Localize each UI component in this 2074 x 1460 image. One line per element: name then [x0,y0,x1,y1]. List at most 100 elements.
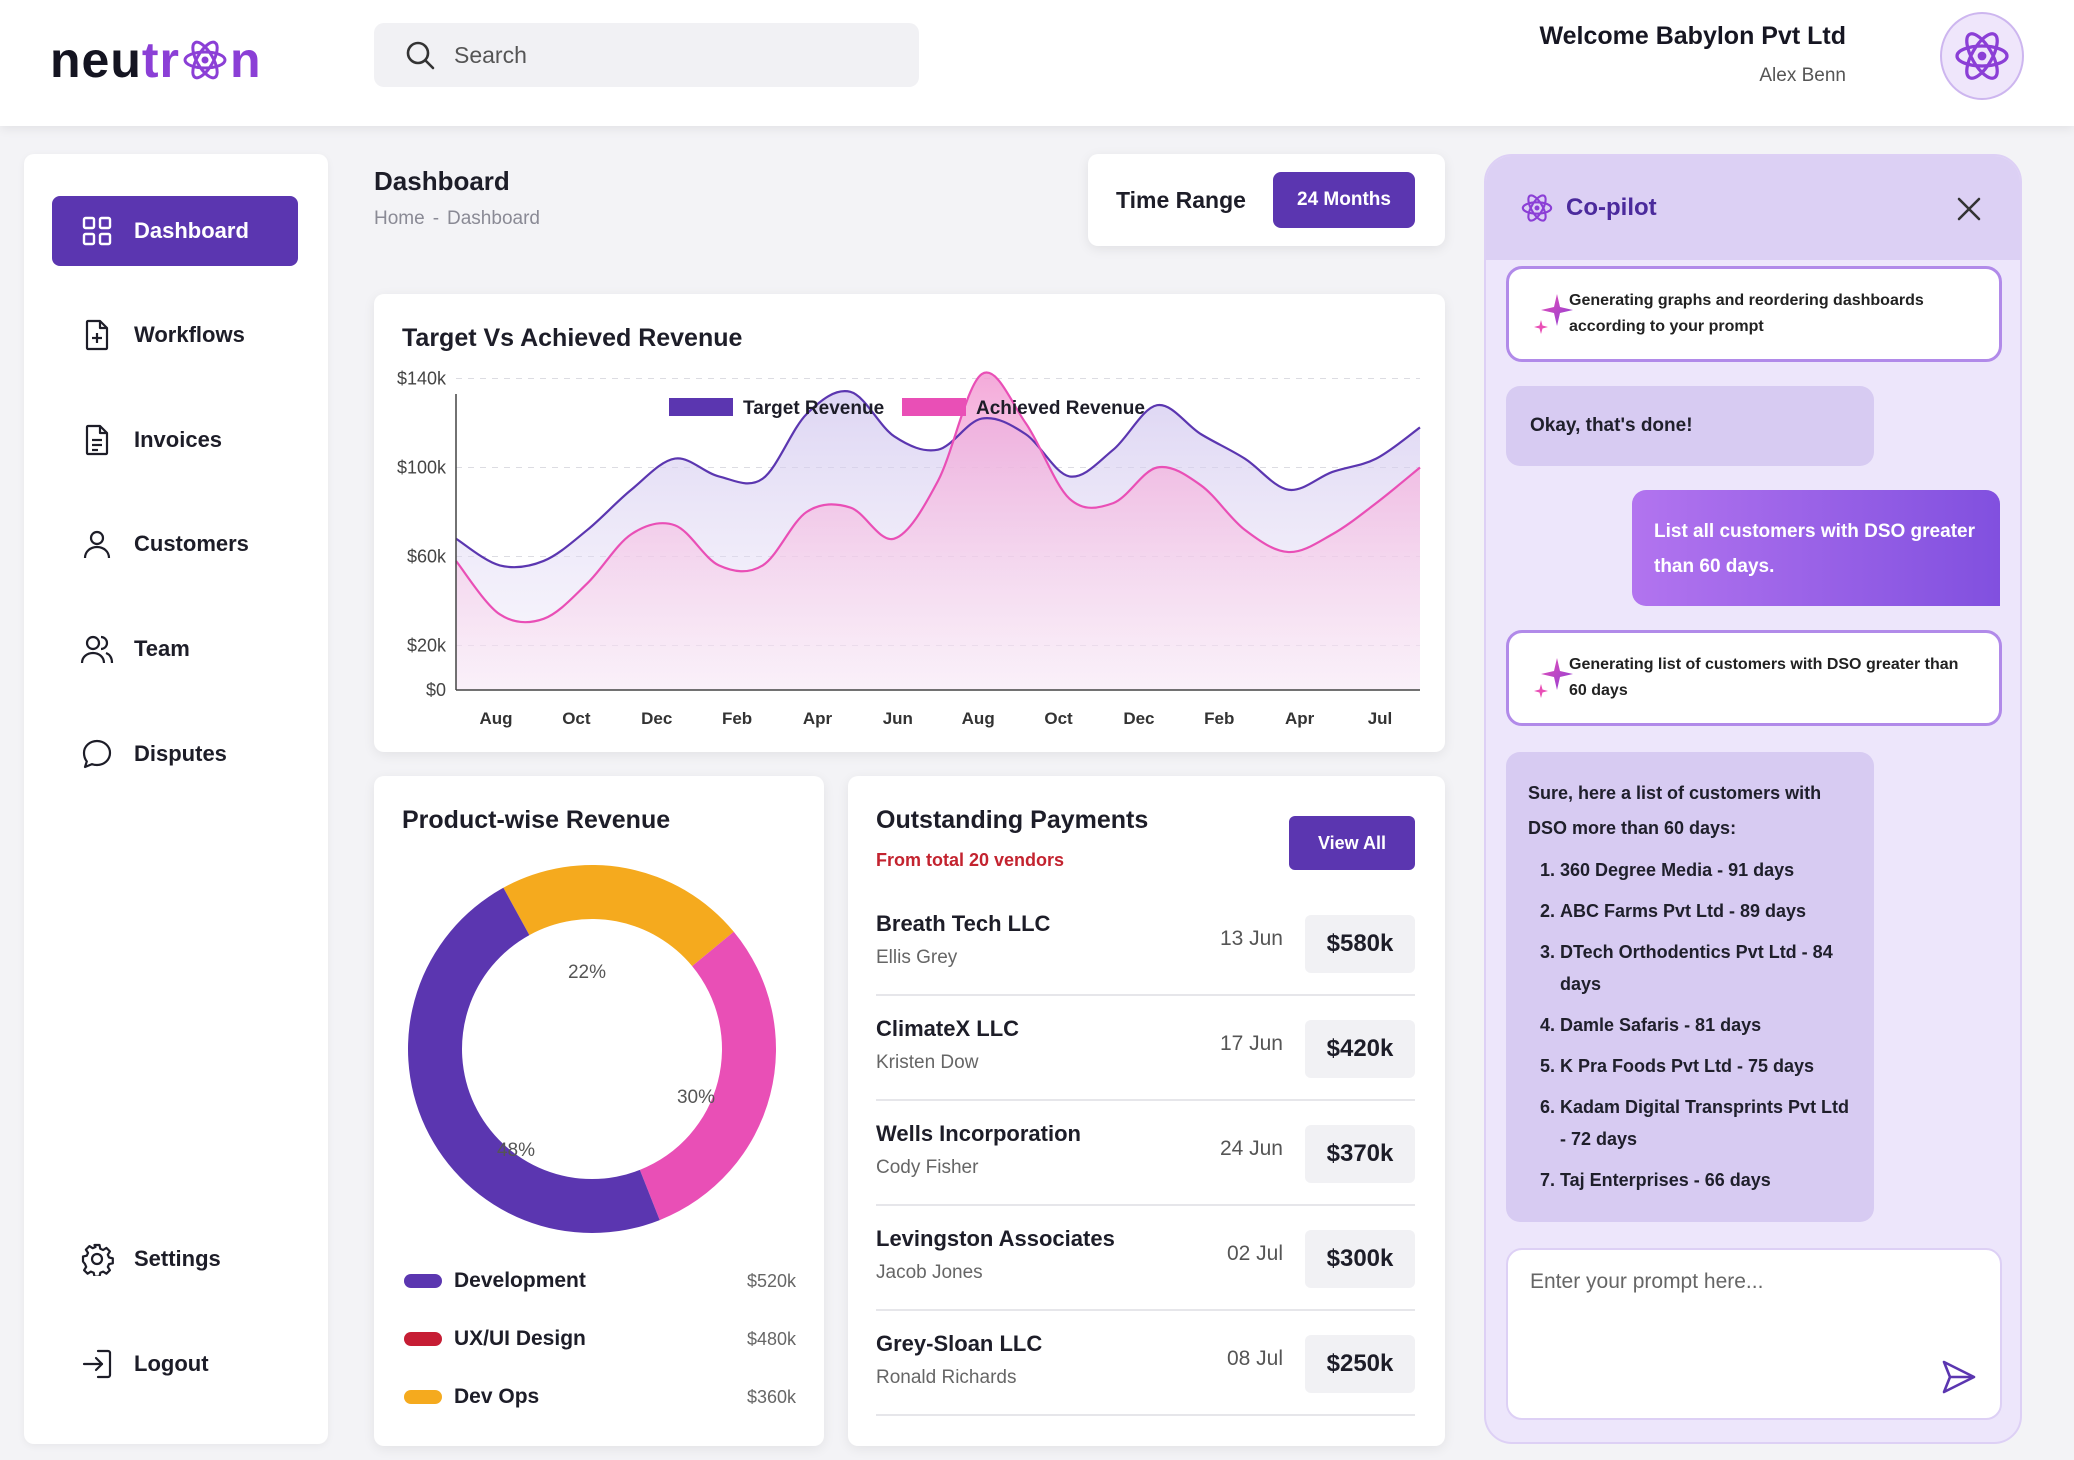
atom-icon [181,36,229,84]
table-row[interactable]: Breath Tech LLC Ellis Grey 13 Jun $580k [876,891,1415,996]
user-icon [83,530,111,559]
user-message-bubble: List all customers with DSO greater than… [1632,490,2000,606]
legend-swatch [404,1274,442,1288]
revenue-chart-card: Target Vs Achieved Revenue $0 $20k $60k $10… [374,294,1445,752]
list-item: Damle Safaris - 81 days [1560,1009,1852,1041]
neutron-logo[interactable]: neu tr n [50,28,262,92]
copilot-reply-bubble: Okay, that's done! [1506,386,1874,466]
generating-text: Generating list of customers with DSO gr… [1569,656,1959,699]
search-input[interactable] [454,41,894,69]
file-plus-icon [85,319,109,351]
x-tick-label: Jun [883,709,913,728]
due-date: 13 Jun [1219,927,1283,950]
copilot-panel: Co-pilot Generating graphs and reorderin… [1484,154,2022,1444]
copilot-header: Co-pilot [1486,156,2020,260]
sidebar-item-dashboard[interactable]: Dashboard [52,196,298,266]
amount-badge: $370k [1305,1125,1415,1183]
table-row[interactable]: Grey-Sloan LLC Ronald Richards 08 Jul $2… [876,1311,1415,1416]
logo-text-part-2: tr [141,32,181,88]
generating-status: Generating list of customers with DSO gr… [1506,630,2002,726]
legend-dev-ops: Dev Ops $360k [404,1382,796,1412]
welcome-text: Welcome Babylon Pvt Ltd [1539,22,1846,50]
y-tick-label: $20k [407,636,447,656]
x-tick-label: Feb [1204,709,1234,728]
sidebar-item-logout[interactable]: Logout [52,1329,298,1399]
slice-label: 48% [497,1140,535,1161]
legend-label: UX/UI Design [454,1327,586,1350]
page-title: Dashboard [374,166,510,196]
achieved-revenue-area [456,372,1420,690]
due-date: 02 Jul [1226,1242,1283,1265]
x-tick-label: Apr [803,709,833,728]
breadcrumb-current: Dashboard [447,208,540,229]
legend-swatch-target [669,398,733,416]
legend-uxui-design: UX/UI Design $480k [404,1324,796,1354]
list-item: 360 Degree Media - 91 days [1560,854,1852,886]
contact-name: Cody Fisher [876,1157,979,1178]
outstanding-title: Outstanding Payments [876,806,1149,834]
sparkle-icon [1534,658,1573,698]
legend-swatch [404,1332,442,1346]
outstanding-payments-card: Outstanding Payments From total 20 vendo… [848,776,1445,1446]
donut-slice [639,931,776,1221]
welcome-block: Welcome Babylon Pvt Ltd Alex Benn [1539,22,1846,87]
product-revenue-donut: 22% 30% 48% [407,865,776,1234]
due-date: 08 Jul [1226,1347,1283,1370]
atom-icon [1521,194,1553,222]
legend-swatch [404,1390,442,1404]
donut-slice [407,887,660,1234]
x-tick-label: Jul [1368,709,1393,728]
time-range-button[interactable]: 24 Months [1273,172,1415,228]
legend-development: Development $520k [404,1266,796,1296]
atom-icon [1955,32,2009,80]
contact-name: Ronald Richards [876,1367,1017,1388]
y-tick-label: $140k [397,369,447,389]
due-date: 17 Jun [1219,1032,1283,1055]
breadcrumb-home[interactable]: Home [374,208,425,229]
gear-icon [81,1243,114,1276]
sidebar-item-settings[interactable]: Settings [52,1224,298,1294]
customer-list: 360 Degree Media - 91 days ABC Farms Pvt… [1528,854,1852,1196]
contact-name: Jacob Jones [876,1262,983,1283]
contact-name: Ellis Grey [876,947,958,968]
y-tick-label: $100k [397,458,447,478]
users-icon [80,635,114,664]
y-tick-label: $60k [407,547,447,567]
search-icon [406,41,435,70]
y-tick-label: $0 [426,680,446,700]
copilot-list-bubble: Sure, here a list of customers with DSO … [1506,752,1874,1222]
sidebar: Dashboard Workflows Invoices Customers T… [24,154,328,1444]
close-icon[interactable] [1956,196,1982,222]
legend-amount: $480k [746,1328,796,1349]
amount-badge: $300k [1305,1230,1415,1288]
search-bar[interactable] [374,23,919,87]
due-date: 24 Jun [1219,1137,1283,1160]
revenue-chart-title: Target Vs Achieved Revenue [402,324,743,352]
table-row[interactable]: Wells Incorporation Cody Fisher 24 Jun $… [876,1101,1415,1206]
breadcrumb-separator: - [432,208,440,229]
sidebar-item-workflows[interactable]: Workflows [52,300,298,370]
table-row[interactable]: Levingston Associates Jacob Jones 02 Jul… [876,1206,1415,1311]
list-item: ABC Farms Pvt Ltd - 89 days [1560,895,1852,927]
sidebar-item-customers[interactable]: Customers [52,509,298,579]
sidebar-item-team[interactable]: Team [52,614,298,684]
breadcrumb: Home - Dashboard [374,208,548,230]
view-all-button[interactable]: View All [1289,816,1415,870]
legend-label: Dev Ops [454,1385,540,1408]
legend-amount: $520k [746,1270,796,1291]
x-tick-label: Apr [1285,709,1315,728]
sidebar-item-disputes[interactable]: Disputes [52,719,298,789]
send-icon[interactable] [1940,1358,1978,1396]
table-row[interactable]: ClimateX LLC Kristen Dow 17 Jun $420k [876,996,1415,1101]
sidebar-item-invoices[interactable]: Invoices [52,405,298,475]
slice-label: 22% [568,962,606,983]
prompt-box [1506,1248,2002,1420]
legend-label: Development [454,1269,586,1292]
list-item: DTech Orthodentics Pvt Ltd - 84 days [1560,936,1852,1000]
prompt-input[interactable] [1530,1270,1970,1340]
revenue-chart: $0 $20k $60k $100k $140k Aug Oct Dec Feb Apr Jun A… [397,369,1421,728]
list-item: Kadam Digital Transprints Pvt Ltd - 72 d… [1560,1091,1852,1155]
sidebar-item-label: Invoices [134,427,223,452]
avatar[interactable] [1940,12,2024,100]
outstanding-subtitle: From total 20 vendors [876,850,1065,870]
